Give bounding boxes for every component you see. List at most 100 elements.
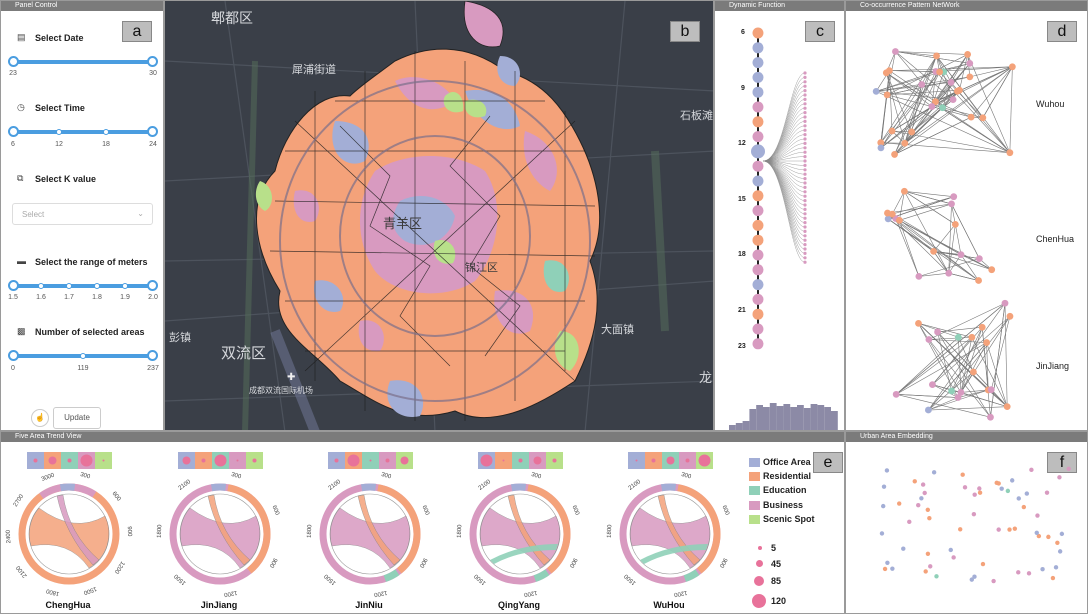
network-node[interactable]: [928, 103, 936, 110]
network-node[interactable]: [957, 251, 965, 259]
embedding-point[interactable]: [927, 515, 932, 521]
network-node[interactable]: [915, 272, 923, 280]
embedding-point[interactable]: [972, 492, 977, 497]
embedding-point[interactable]: [1005, 488, 1011, 494]
chord-ribbon[interactable]: [657, 494, 701, 566]
embedding-point[interactable]: [1007, 527, 1012, 532]
network-node[interactable]: [966, 59, 974, 67]
network-node[interactable]: [969, 368, 977, 376]
timeline-node[interactable]: [752, 131, 764, 143]
embedding-point[interactable]: [1066, 466, 1071, 471]
embedding-point[interactable]: [1057, 475, 1062, 480]
chord-ribbon[interactable]: [490, 544, 558, 564]
timeline-node[interactable]: [752, 86, 764, 98]
embedding-point[interactable]: [881, 484, 887, 489]
embedding-point[interactable]: [1024, 491, 1030, 496]
time-slider-max-handle[interactable]: [147, 126, 158, 137]
timeline-node[interactable]: [752, 116, 764, 128]
network-node[interactable]: [939, 104, 946, 112]
network-node[interactable]: [884, 215, 892, 223]
network-node[interactable]: [908, 128, 916, 136]
embedding-point[interactable]: [1029, 467, 1034, 473]
network-node[interactable]: [877, 144, 885, 152]
meters-slider-max-handle[interactable]: [147, 280, 158, 291]
network-node[interactable]: [967, 113, 975, 121]
embedding-point[interactable]: [1050, 575, 1056, 581]
network-node[interactable]: [934, 328, 941, 336]
embedding-point[interactable]: [912, 479, 917, 484]
network-node[interactable]: [945, 269, 953, 277]
network-node[interactable]: [932, 98, 939, 106]
network-node[interactable]: [956, 86, 963, 94]
timeline-node[interactable]: [752, 279, 764, 291]
embedding-point[interactable]: [1034, 530, 1039, 535]
timeline-node[interactable]: [752, 264, 764, 276]
network-node[interactable]: [888, 127, 896, 135]
network-node[interactable]: [896, 216, 903, 224]
network-node[interactable]: [975, 255, 983, 262]
embedding-point[interactable]: [1055, 540, 1060, 545]
embedding-point[interactable]: [996, 527, 1001, 532]
embedding-point[interactable]: [1021, 504, 1027, 510]
embedding-point[interactable]: [1059, 531, 1065, 537]
embedding-point[interactable]: [1053, 565, 1059, 570]
network-node[interactable]: [872, 87, 880, 95]
chord-ribbon[interactable]: [357, 494, 401, 566]
network-node[interactable]: [1006, 149, 1014, 157]
k-value-select[interactable]: Select ⌄: [12, 203, 153, 225]
areas-slider[interactable]: [8, 350, 158, 361]
timeline-node[interactable]: [752, 160, 764, 172]
map-canvas[interactable]: [165, 1, 714, 431]
network-node[interactable]: [1001, 299, 1009, 307]
timeline-node[interactable]: [752, 323, 764, 335]
network-node[interactable]: [948, 387, 956, 395]
time-slider-min-handle[interactable]: [8, 126, 19, 137]
embedding-point[interactable]: [931, 470, 937, 475]
embedding-point[interactable]: [922, 490, 927, 496]
timeline-node[interactable]: [752, 234, 764, 246]
embedding-point[interactable]: [1026, 571, 1032, 576]
chord-ribbon[interactable]: [56, 494, 100, 566]
embedding-point[interactable]: [948, 547, 953, 553]
network-node[interactable]: [954, 333, 962, 341]
areas-slider-max-handle[interactable]: [147, 350, 158, 361]
network-node[interactable]: [901, 139, 909, 147]
timeline-node[interactable]: [752, 101, 764, 113]
timeline-chart[interactable]: [715, 1, 845, 431]
embedding-scatter[interactable]: [846, 432, 1088, 614]
embedding-point[interactable]: [879, 531, 885, 536]
network-node[interactable]: [888, 210, 896, 218]
timeline-node[interactable]: [752, 175, 764, 187]
embedding-point[interactable]: [1040, 567, 1045, 572]
embedding-point[interactable]: [999, 486, 1004, 491]
date-slider[interactable]: [8, 56, 158, 67]
network-node[interactable]: [892, 48, 899, 55]
network-node[interactable]: [886, 67, 893, 75]
network-node[interactable]: [979, 114, 987, 122]
embedding-point[interactable]: [885, 560, 890, 565]
city-map[interactable]: 郫都区 犀浦街道 石板滩 双流区 彭镇 成都双流国际机场 ✚ 大面镇 龙 青羊区…: [164, 0, 714, 431]
embedding-point[interactable]: [923, 569, 928, 574]
embedding-point[interactable]: [951, 555, 956, 560]
network-node[interactable]: [957, 389, 965, 396]
network-node[interactable]: [930, 247, 937, 255]
network-node[interactable]: [968, 333, 976, 341]
network-node[interactable]: [933, 52, 940, 60]
network-node[interactable]: [1006, 312, 1014, 320]
embedding-point[interactable]: [958, 527, 963, 532]
embedding-point[interactable]: [960, 472, 965, 477]
embedding-point[interactable]: [928, 564, 933, 569]
embedding-point[interactable]: [1016, 570, 1021, 575]
embedding-point[interactable]: [919, 496, 924, 501]
meters-slider[interactable]: [8, 280, 158, 291]
timeline-node[interactable]: [752, 249, 764, 261]
chord-ribbon[interactable]: [640, 544, 708, 564]
timeline-node[interactable]: [752, 293, 764, 305]
pointer-button[interactable]: ☝: [31, 409, 49, 427]
network-node[interactable]: [877, 139, 885, 147]
embedding-point[interactable]: [980, 561, 986, 567]
embedding-point[interactable]: [882, 566, 888, 572]
network-graph[interactable]: [846, 1, 1088, 431]
timeline-node[interactable]: [752, 57, 764, 69]
network-node[interactable]: [900, 187, 908, 195]
